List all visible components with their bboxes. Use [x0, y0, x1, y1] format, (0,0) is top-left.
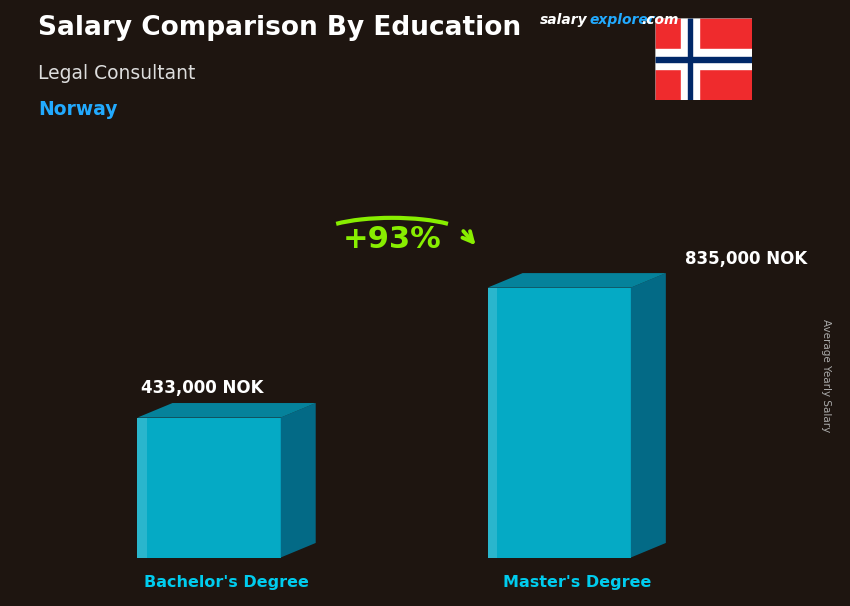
Polygon shape: [138, 418, 147, 558]
Polygon shape: [280, 403, 315, 558]
Polygon shape: [138, 403, 315, 418]
Polygon shape: [488, 288, 631, 558]
Text: 835,000 NOK: 835,000 NOK: [685, 250, 808, 268]
Polygon shape: [631, 273, 666, 558]
Bar: [654, 56, 752, 62]
Text: Bachelor's Degree: Bachelor's Degree: [144, 575, 309, 590]
Text: 433,000 NOK: 433,000 NOK: [140, 379, 264, 397]
Polygon shape: [138, 418, 280, 558]
Text: explorer: explorer: [589, 13, 654, 27]
Bar: [688, 18, 692, 100]
Polygon shape: [488, 288, 497, 558]
Bar: [654, 49, 752, 69]
Text: Salary Comparison By Education: Salary Comparison By Education: [38, 15, 521, 41]
Text: Master's Degree: Master's Degree: [502, 575, 651, 590]
Text: salary: salary: [540, 13, 587, 27]
Bar: [681, 18, 699, 100]
Polygon shape: [488, 273, 666, 288]
Text: .com: .com: [642, 13, 679, 27]
Text: Legal Consultant: Legal Consultant: [38, 64, 196, 82]
Text: Average Yearly Salary: Average Yearly Salary: [821, 319, 831, 432]
Text: Norway: Norway: [38, 100, 118, 119]
Text: +93%: +93%: [343, 225, 441, 254]
